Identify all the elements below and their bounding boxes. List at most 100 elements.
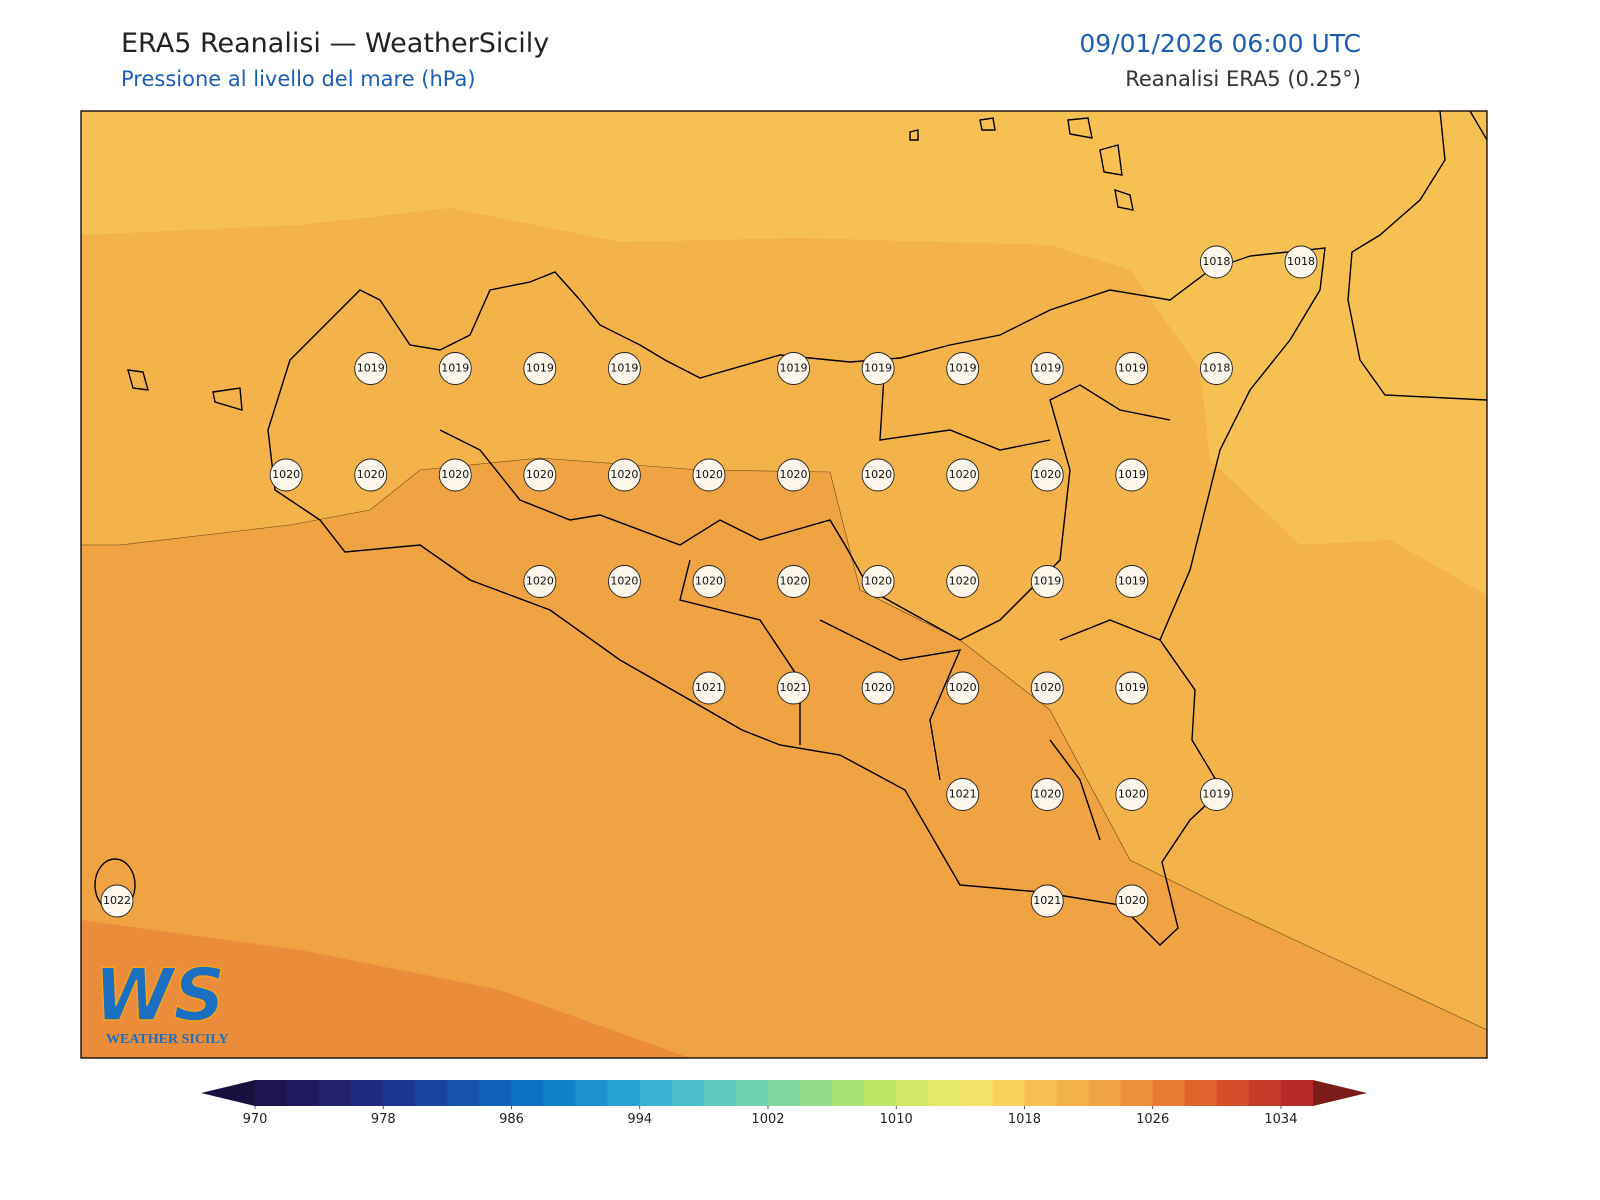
colorbar: 970 978 986 994 1002 1010 1018 1026 1034	[201, 1080, 1367, 1127]
station-marker	[523, 352, 557, 385]
colorbar-segment	[447, 1080, 480, 1106]
station-marker	[861, 565, 895, 598]
colorbar-segment	[1056, 1080, 1090, 1106]
station-marker	[692, 671, 726, 705]
station-value: 1020	[441, 468, 469, 481]
station-value: 1019	[864, 362, 892, 375]
station-marker	[1030, 458, 1064, 492]
logo-text: WEATHER SICILY	[106, 1032, 229, 1047]
coastline	[1469, 111, 1487, 141]
colorbar-segment	[960, 1080, 993, 1106]
colorbar-segment	[864, 1080, 897, 1106]
colorbar-segment	[1216, 1080, 1250, 1106]
station-marker	[1030, 778, 1064, 811]
colorbar-segment	[928, 1080, 961, 1106]
colorbar-segment	[992, 1080, 1025, 1106]
station-value: 1021	[949, 788, 977, 801]
colorbar-segment	[800, 1080, 833, 1106]
station-value: 1020	[949, 575, 977, 588]
colorbar-tick-label: 1034	[1264, 1112, 1297, 1127]
station-value: 1018	[1287, 255, 1315, 268]
station-layer: 1018 1018 1019 1019 1019 1019 1019 1019 1019 1019…	[100, 245, 1318, 918]
station-value: 1020	[1118, 788, 1146, 801]
colorbar-extend-low	[201, 1080, 255, 1106]
coastline	[1347, 111, 1487, 401]
station-marker	[269, 458, 303, 492]
colorbar-tick-label: 1010	[880, 1112, 913, 1127]
colorbar-segment	[287, 1080, 320, 1106]
station-value: 1018	[1202, 255, 1230, 268]
colorbar-segment	[896, 1080, 929, 1106]
station-value: 1019	[1202, 788, 1230, 801]
station-marker	[1284, 245, 1318, 279]
station-value: 1021	[1033, 894, 1061, 907]
colorbar-segment	[735, 1080, 769, 1106]
station-marker	[607, 458, 641, 492]
map-frame	[80, 110, 1488, 1059]
station-value: 1019	[780, 362, 808, 375]
colorbar-segment	[1280, 1080, 1314, 1106]
station-value: 1019	[1033, 362, 1061, 375]
station-marker	[692, 458, 726, 492]
station-marker	[354, 352, 388, 385]
station-marker	[1115, 884, 1149, 918]
logo-mark: WS	[94, 953, 225, 1037]
colorbar-segment	[832, 1080, 865, 1106]
station-value: 1020	[357, 468, 385, 481]
station-value: 1020	[526, 468, 554, 481]
colorbar-segment	[767, 1080, 801, 1106]
station-value: 1019	[441, 362, 469, 375]
station-value: 1019	[1118, 468, 1146, 481]
station-marker	[523, 565, 557, 598]
station-marker	[100, 884, 134, 918]
border	[679, 359, 1161, 841]
station-value: 1019	[1118, 362, 1146, 375]
colorbar-segment	[511, 1080, 545, 1106]
colorbar-tick-label: 970	[243, 1112, 268, 1127]
colorbar-segment	[575, 1080, 609, 1106]
station-value: 1022	[103, 894, 131, 907]
station-marker	[1115, 671, 1149, 705]
station-marker	[607, 565, 641, 598]
station-value: 1020	[272, 468, 300, 481]
station-value: 1020	[610, 575, 638, 588]
station-value: 1019	[1118, 681, 1146, 694]
coastline	[267, 247, 1326, 946]
colorbar-segment	[319, 1080, 352, 1106]
colorbar-segment	[639, 1080, 673, 1106]
station-value: 1020	[695, 468, 723, 481]
station-value: 1019	[1033, 575, 1061, 588]
station-value: 1020	[949, 681, 977, 694]
title: ERA5 Reanalisi — WeatherSicily	[121, 28, 549, 59]
colorbar-tick-label: 978	[371, 1112, 396, 1127]
colorbar-segment	[255, 1080, 288, 1106]
colorbar-segment	[1120, 1080, 1154, 1106]
station-marker	[861, 352, 895, 385]
colorbar-tick-label: 994	[627, 1112, 652, 1127]
station-marker	[1030, 352, 1064, 385]
station-value: 1020	[1118, 894, 1146, 907]
station-value: 1020	[610, 468, 638, 481]
station-marker	[777, 671, 811, 705]
station-marker	[1030, 671, 1064, 705]
subtitle: Pressione al livello del mare (hPa)	[121, 67, 476, 91]
colorbar-extend-high	[1313, 1080, 1367, 1106]
datetime: 09/01/2026 06:00 UTC	[1079, 29, 1361, 58]
station-value: 1021	[780, 681, 808, 694]
station-value: 1020	[695, 575, 723, 588]
station-marker	[946, 458, 980, 492]
colorbar-tick-label: 986	[499, 1112, 524, 1127]
station-value: 1018	[1202, 362, 1230, 375]
colorbar-segment	[1184, 1080, 1218, 1106]
colorbar-tick-label: 1026	[1136, 1112, 1169, 1127]
pressure-field	[81, 111, 1487, 595]
station-marker	[1115, 565, 1149, 598]
island	[909, 117, 1134, 211]
station-marker	[692, 565, 726, 598]
station-value: 1020	[864, 681, 892, 694]
station-value: 1020	[949, 468, 977, 481]
station-value: 1019	[610, 362, 638, 375]
station-marker	[1115, 352, 1149, 385]
colorbar-segment	[543, 1080, 577, 1106]
